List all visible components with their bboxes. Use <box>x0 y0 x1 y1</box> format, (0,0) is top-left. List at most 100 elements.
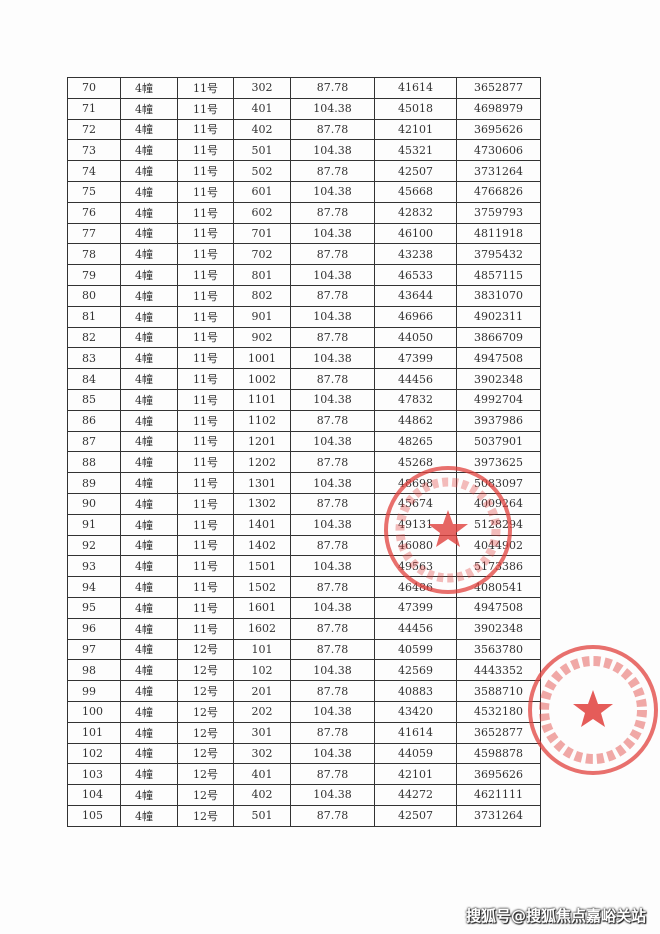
unit-price-cell: 46100 <box>374 222 457 245</box>
total-price-cell: 4698979 <box>456 97 541 120</box>
room-cell: 1101 <box>233 388 291 411</box>
total-price-cell: 3695626 <box>456 763 541 786</box>
area-cell: 87.78 <box>290 326 375 349</box>
room-cell: 901 <box>233 305 291 328</box>
unit-price-cell: 45018 <box>374 97 457 120</box>
row-number-cell: 72 <box>67 118 121 141</box>
row-number-cell: 97 <box>67 638 121 661</box>
room-cell: 501 <box>233 804 291 827</box>
room-cell: 202 <box>233 700 291 723</box>
unit-price-cell: 44862 <box>374 409 457 432</box>
table-row: 74 4幢 11号 502 87.78 42507 3731264 <box>67 160 541 182</box>
unit-cell: 12号 <box>177 721 234 744</box>
building-cell: 4幢 <box>120 513 178 536</box>
area-cell: 87.78 <box>290 77 375 99</box>
total-price-cell: 3902348 <box>456 368 541 390</box>
row-number-cell: 95 <box>67 596 121 619</box>
row-number-cell: 92 <box>67 534 121 557</box>
unit-price-cell: 42832 <box>374 201 457 224</box>
room-cell: 1002 <box>233 368 291 390</box>
row-number-cell: 99 <box>67 680 121 702</box>
building-cell: 4幢 <box>120 472 178 494</box>
unit-cell: 11号 <box>177 305 234 328</box>
building-cell: 4幢 <box>120 638 178 661</box>
row-number-cell: 98 <box>67 659 121 682</box>
row-number-cell: 70 <box>67 77 121 99</box>
unit-price-cell: 45674 <box>374 492 457 515</box>
room-cell: 1102 <box>233 409 291 432</box>
area-cell: 87.78 <box>290 534 375 557</box>
area-cell: 87.78 <box>290 451 375 474</box>
table-row: 71 4幢 11号 401 104.38 45018 4698979 <box>67 97 541 120</box>
row-number-cell: 90 <box>67 492 121 515</box>
total-price-cell: 4902311 <box>456 305 541 328</box>
row-number-cell: 79 <box>67 264 121 286</box>
total-price-cell: 4947508 <box>456 347 541 370</box>
table-row: 73 4幢 11号 501 104.38 45321 4730606 <box>67 139 541 162</box>
row-number-cell: 78 <box>67 243 121 266</box>
unit-cell: 11号 <box>177 97 234 120</box>
table-row: 90 4幢 11号 1302 87.78 45674 4009264 <box>67 492 541 515</box>
row-number-cell: 81 <box>67 305 121 328</box>
total-price-cell: 5128294 <box>456 513 541 536</box>
table-row: 79 4幢 11号 801 104.38 46533 4857115 <box>67 264 541 286</box>
unit-price-cell: 47399 <box>374 596 457 619</box>
unit-cell: 11号 <box>177 368 234 390</box>
room-cell: 902 <box>233 326 291 349</box>
area-cell: 104.38 <box>290 472 375 494</box>
star-icon <box>573 690 613 727</box>
unit-cell: 11号 <box>177 576 234 598</box>
table-row: 98 4幢 12号 102 104.38 42569 4443352 <box>67 659 541 682</box>
building-cell: 4幢 <box>120 617 178 640</box>
row-number-cell: 86 <box>67 409 121 432</box>
unit-cell: 12号 <box>177 638 234 661</box>
building-cell: 4幢 <box>120 118 178 141</box>
unit-cell: 11号 <box>177 388 234 411</box>
total-price-cell: 3795432 <box>456 243 541 266</box>
unit-cell: 11号 <box>177 284 234 307</box>
unit-price-cell: 46533 <box>374 264 457 286</box>
table-row: 92 4幢 11号 1402 87.78 46080 4044902 <box>67 534 541 557</box>
unit-price-cell: 42101 <box>374 118 457 141</box>
room-cell: 1001 <box>233 347 291 370</box>
room-cell: 1601 <box>233 596 291 619</box>
room-cell: 302 <box>233 742 291 765</box>
row-number-cell: 73 <box>67 139 121 162</box>
total-price-cell: 4598878 <box>456 742 541 765</box>
table-row: 103 4幢 12号 401 87.78 42101 3695626 <box>67 763 541 786</box>
area-cell: 104.38 <box>290 139 375 162</box>
table-row: 75 4幢 11号 601 104.38 45668 4766826 <box>67 180 541 203</box>
building-cell: 4幢 <box>120 555 178 578</box>
total-price-cell: 3731264 <box>456 804 541 827</box>
unit-price-cell: 43238 <box>374 243 457 266</box>
row-number-cell: 77 <box>67 222 121 245</box>
room-cell: 402 <box>233 118 291 141</box>
table-row: 105 4幢 12号 501 87.78 42507 3731264 <box>67 804 541 827</box>
area-cell: 104.38 <box>290 97 375 120</box>
table-row: 96 4幢 11号 1602 87.78 44456 3902348 <box>67 617 541 640</box>
room-cell: 1302 <box>233 492 291 515</box>
building-cell: 4幢 <box>120 659 178 682</box>
row-number-cell: 85 <box>67 388 121 411</box>
total-price-cell: 3973625 <box>456 451 541 474</box>
unit-price-cell: 44050 <box>374 326 457 349</box>
row-number-cell: 74 <box>67 160 121 182</box>
unit-cell: 12号 <box>177 763 234 786</box>
area-cell: 104.38 <box>290 742 375 765</box>
area-cell: 87.78 <box>290 804 375 827</box>
unit-cell: 11号 <box>177 77 234 99</box>
unit-cell: 11号 <box>177 180 234 203</box>
area-cell: 87.78 <box>290 617 375 640</box>
unit-price-cell: 42507 <box>374 804 457 827</box>
row-number-cell: 102 <box>67 742 121 765</box>
building-cell: 4幢 <box>120 763 178 786</box>
unit-cell: 11号 <box>177 201 234 224</box>
building-cell: 4幢 <box>120 160 178 182</box>
building-cell: 4幢 <box>120 368 178 390</box>
area-cell: 87.78 <box>290 409 375 432</box>
building-cell: 4幢 <box>120 409 178 432</box>
area-cell: 87.78 <box>290 680 375 702</box>
unit-price-cell: 48698 <box>374 472 457 494</box>
room-cell: 101 <box>233 638 291 661</box>
unit-cell: 11号 <box>177 326 234 349</box>
